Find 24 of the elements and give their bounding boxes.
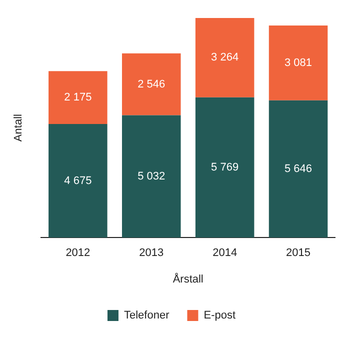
bar (122, 115, 181, 238)
bar (268, 25, 328, 100)
data-label: 2 546 (138, 78, 166, 90)
data-label: 2 175 (64, 92, 92, 104)
x-tick-label: 2014 (212, 247, 238, 260)
data-label: 3 264 (211, 52, 239, 64)
legend-label: E-post (204, 310, 236, 322)
x-axis-title: Årstall (172, 272, 204, 286)
y-axis-title: Antall (12, 114, 25, 142)
data-label: 4 675 (64, 174, 92, 187)
bar (195, 18, 254, 98)
bar (48, 71, 108, 124)
x-tick-label: 2012 (66, 247, 90, 260)
data-label: 5 032 (138, 170, 166, 182)
bar (268, 100, 328, 238)
x-tick-label: 2013 (139, 247, 164, 260)
bar (195, 97, 254, 238)
data-label: 3 081 (284, 56, 312, 69)
data-label: 5 769 (211, 162, 239, 174)
legend-label: Telefoner (124, 310, 170, 322)
x-tick-label: 2015 (286, 247, 311, 260)
bar (48, 124, 108, 238)
bar (122, 53, 181, 116)
data-label: 5 646 (284, 163, 312, 175)
